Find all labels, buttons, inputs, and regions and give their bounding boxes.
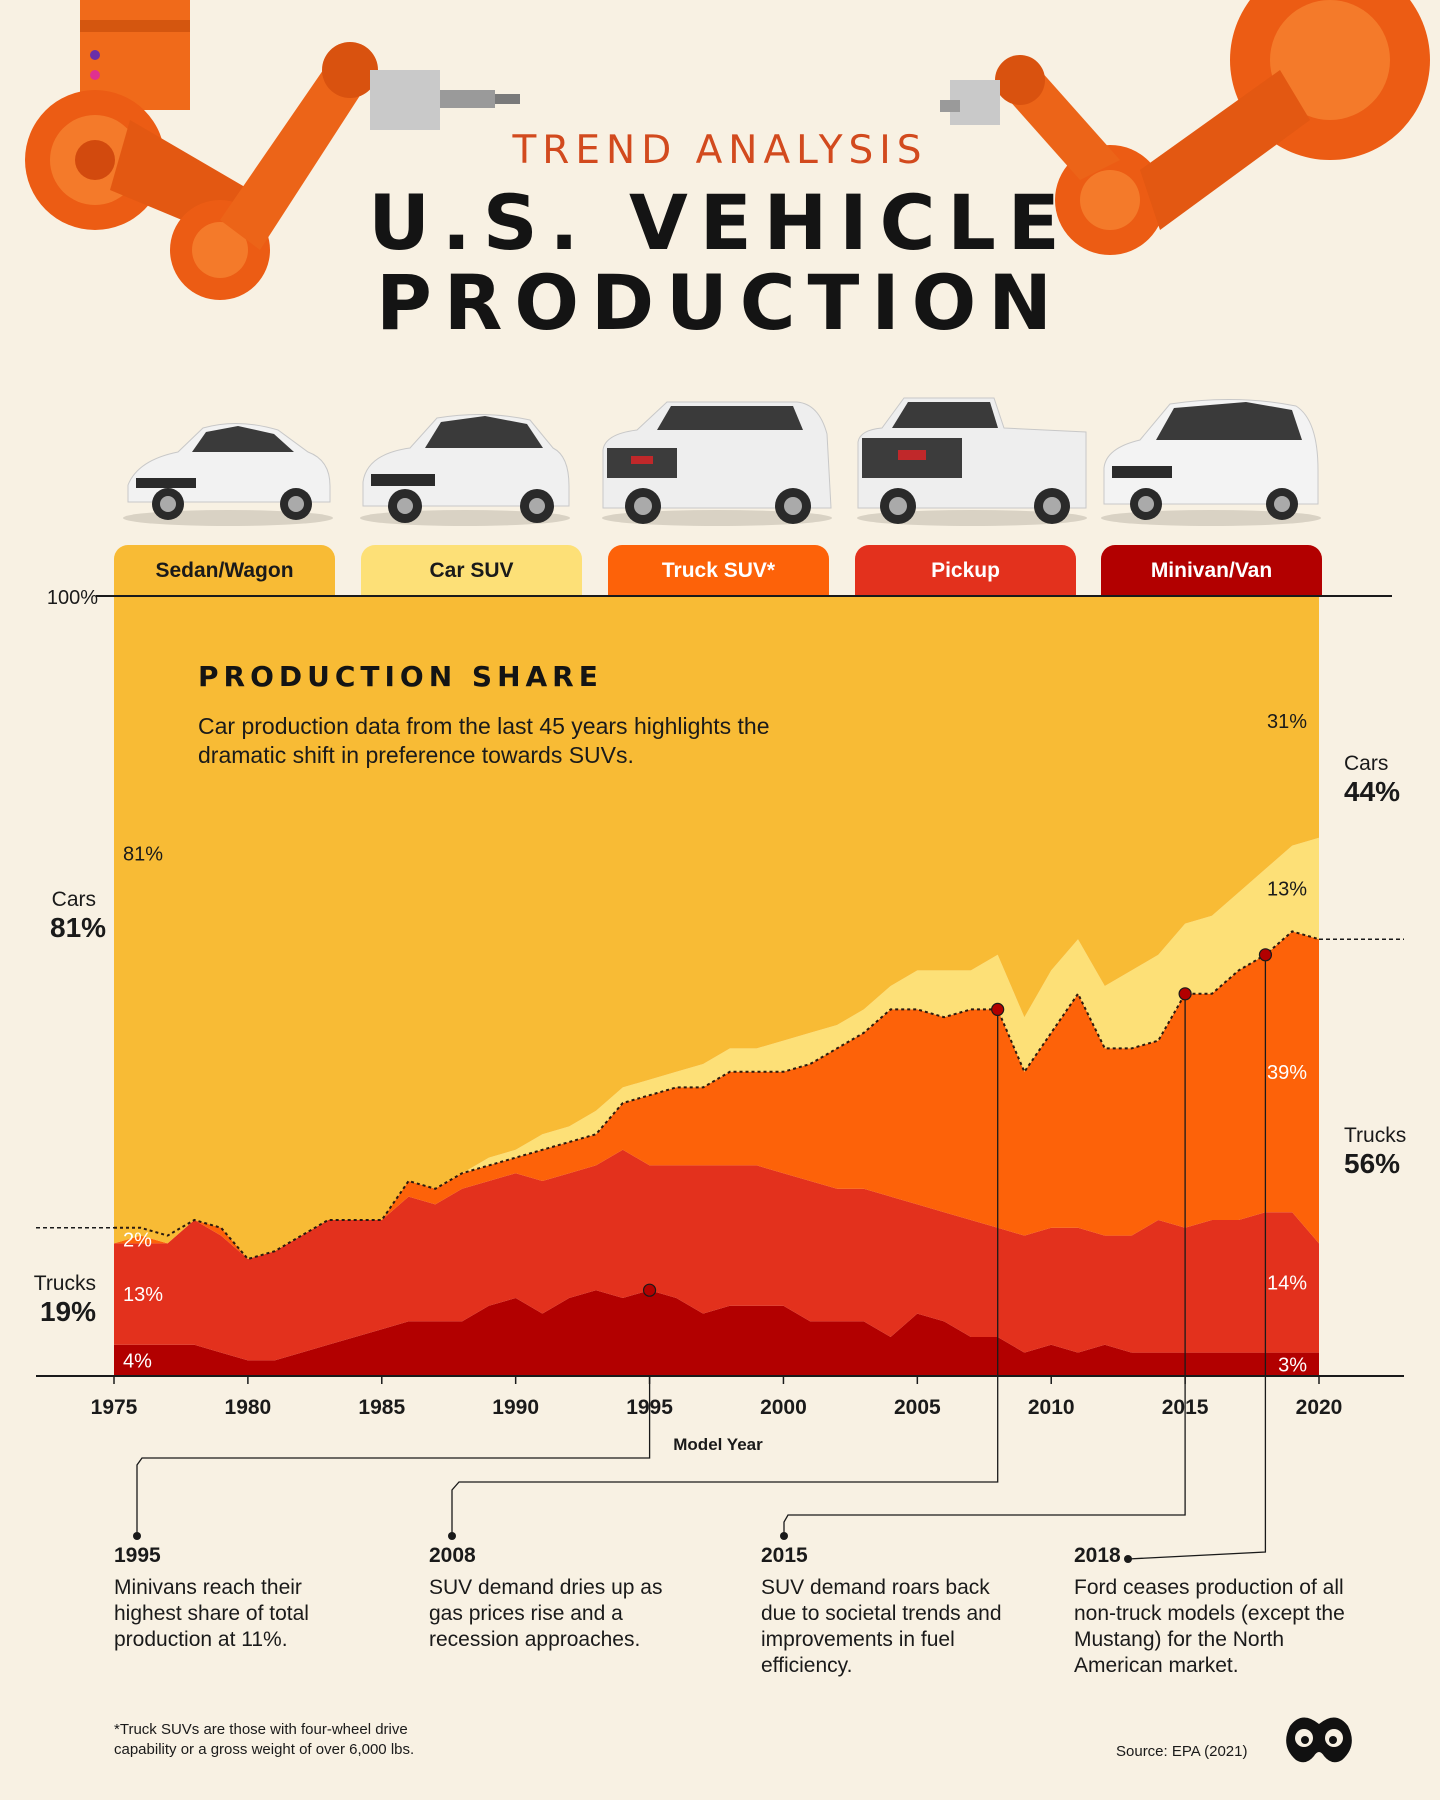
data-label: 2%	[123, 1230, 152, 1252]
area-sedan-wagon	[114, 596, 1319, 1259]
start-trucks-label: Trucks 19%	[30, 1272, 96, 1328]
start-trucks-value: 19%	[39, 1296, 96, 1327]
chart-title: PRODUCTION SHARE	[198, 660, 603, 693]
event-leader-line	[783, 993, 1186, 1536]
event-year: 2008	[429, 1544, 476, 1567]
kicker-text: TREND ANALYSIS	[512, 128, 928, 173]
car-suv-image	[360, 413, 570, 526]
minivan-image	[1101, 398, 1321, 526]
event-marker	[1178, 987, 1192, 1001]
start-cars-label: Cars 81%	[50, 888, 107, 944]
event-text: SUV demand roars back due to societal tr…	[761, 1576, 1002, 1677]
event-leader-line	[1127, 954, 1267, 1560]
area-layers	[114, 596, 1319, 1376]
event-text: SUV demand dries up as gas prices rise a…	[429, 1576, 663, 1651]
data-label: 31%	[1267, 711, 1307, 733]
event-leader-line	[136, 1376, 651, 1536]
event-marker	[1258, 948, 1273, 962]
event-marker	[642, 1283, 657, 1297]
chart-subtitle: Car production data from the last 45 yea…	[198, 713, 770, 768]
cars-trucks-divider-line	[114, 930, 1320, 1261]
pickup-image	[857, 397, 1087, 526]
event-end-dot	[133, 1532, 141, 1540]
start-cars-value: 81%	[50, 912, 107, 943]
event-year: 2015	[761, 1544, 808, 1567]
source-credit: Source: EPA (2021)	[1116, 1743, 1248, 1760]
footnote: *Truck SUVs are those with four-wheel dr…	[114, 1721, 415, 1758]
end-trucks-text: Trucks	[1344, 1124, 1407, 1147]
end-cars-value: 44%	[1344, 776, 1401, 807]
robot-arm-left	[25, 0, 520, 300]
data-label: 4%	[123, 1350, 152, 1372]
x-tick-label: 2020	[1296, 1396, 1343, 1419]
y-tick-label: 100%	[47, 587, 98, 609]
area-pickup	[114, 1149, 1319, 1361]
x-tick-label: 1990	[492, 1396, 539, 1419]
x-axis-label: Model Year	[673, 1435, 763, 1454]
end-cars-label: Cars 44%	[1344, 752, 1400, 808]
x-tick-label: 1985	[358, 1396, 405, 1419]
publisher-logo-icon	[1286, 1717, 1352, 1763]
start-trucks-text: Trucks	[33, 1272, 96, 1295]
data-label: 39%	[1267, 1062, 1307, 1084]
legend-tab-sedan-wagon: Sedan/Wagon	[114, 545, 335, 596]
legend-tab-truck-suv: Truck SUV*	[608, 545, 829, 596]
event-2008: 2008 SUV demand dries up as gas prices r…	[429, 1543, 679, 1653]
event-1995: 1995 Minivans reach their highest share …	[114, 1543, 364, 1653]
sedan-car-image	[123, 422, 333, 526]
end-trucks-label: Trucks 56%	[1344, 1124, 1406, 1180]
x-tick-label: 1980	[225, 1396, 272, 1419]
event-text: Ford ceases production of all non-truck …	[1074, 1576, 1345, 1677]
data-label: 14%	[1267, 1272, 1307, 1294]
area-truck-suv	[114, 931, 1319, 1259]
page-title-line2: PRODUCTION	[376, 258, 1064, 347]
end-cars-text: Cars	[1344, 752, 1389, 775]
data-label: 3%	[1278, 1354, 1307, 1376]
robot-arm-right	[940, 0, 1430, 255]
event-marker	[991, 1002, 1005, 1017]
area-minivan-van	[114, 1290, 1319, 1376]
event-end-dot	[1124, 1555, 1132, 1563]
event-2018: 2018 Ford ceases production of all non-t…	[1074, 1543, 1374, 1679]
event-2015: 2015 SUV demand roars back due to societ…	[761, 1543, 1011, 1679]
x-tick-label: 2000	[760, 1396, 807, 1419]
data-label: 81%	[123, 843, 163, 865]
event-leader-line	[451, 1009, 999, 1536]
x-tick-label: 2005	[894, 1396, 941, 1419]
data-label: 13%	[123, 1284, 163, 1306]
event-end-dot	[448, 1532, 456, 1540]
data-label: 13%	[1267, 879, 1307, 901]
legend-tab-car-suv: Car SUV	[361, 545, 582, 596]
x-tick-label: 1975	[91, 1396, 138, 1419]
end-trucks-value: 56%	[1344, 1148, 1401, 1179]
event-year: 2018	[1074, 1544, 1121, 1567]
event-text: Minivans reach their highest share of to…	[114, 1576, 309, 1651]
chart-overlay: 100%1975 1980 1985 1990 1995 2000 2005 2010 2015…	[36, 587, 1404, 1563]
page-title-line1: U.S. VEHICLE	[368, 178, 1072, 267]
event-year: 1995	[114, 1544, 161, 1567]
truck-suv-image	[602, 401, 832, 526]
legend-tab-minivan-van: Minivan/Van	[1101, 545, 1322, 596]
legend-tab-pickup: Pickup	[855, 545, 1076, 596]
x-tick-label: 2010	[1028, 1396, 1075, 1419]
start-cars-text: Cars	[51, 888, 96, 911]
event-end-dot	[780, 1532, 788, 1540]
